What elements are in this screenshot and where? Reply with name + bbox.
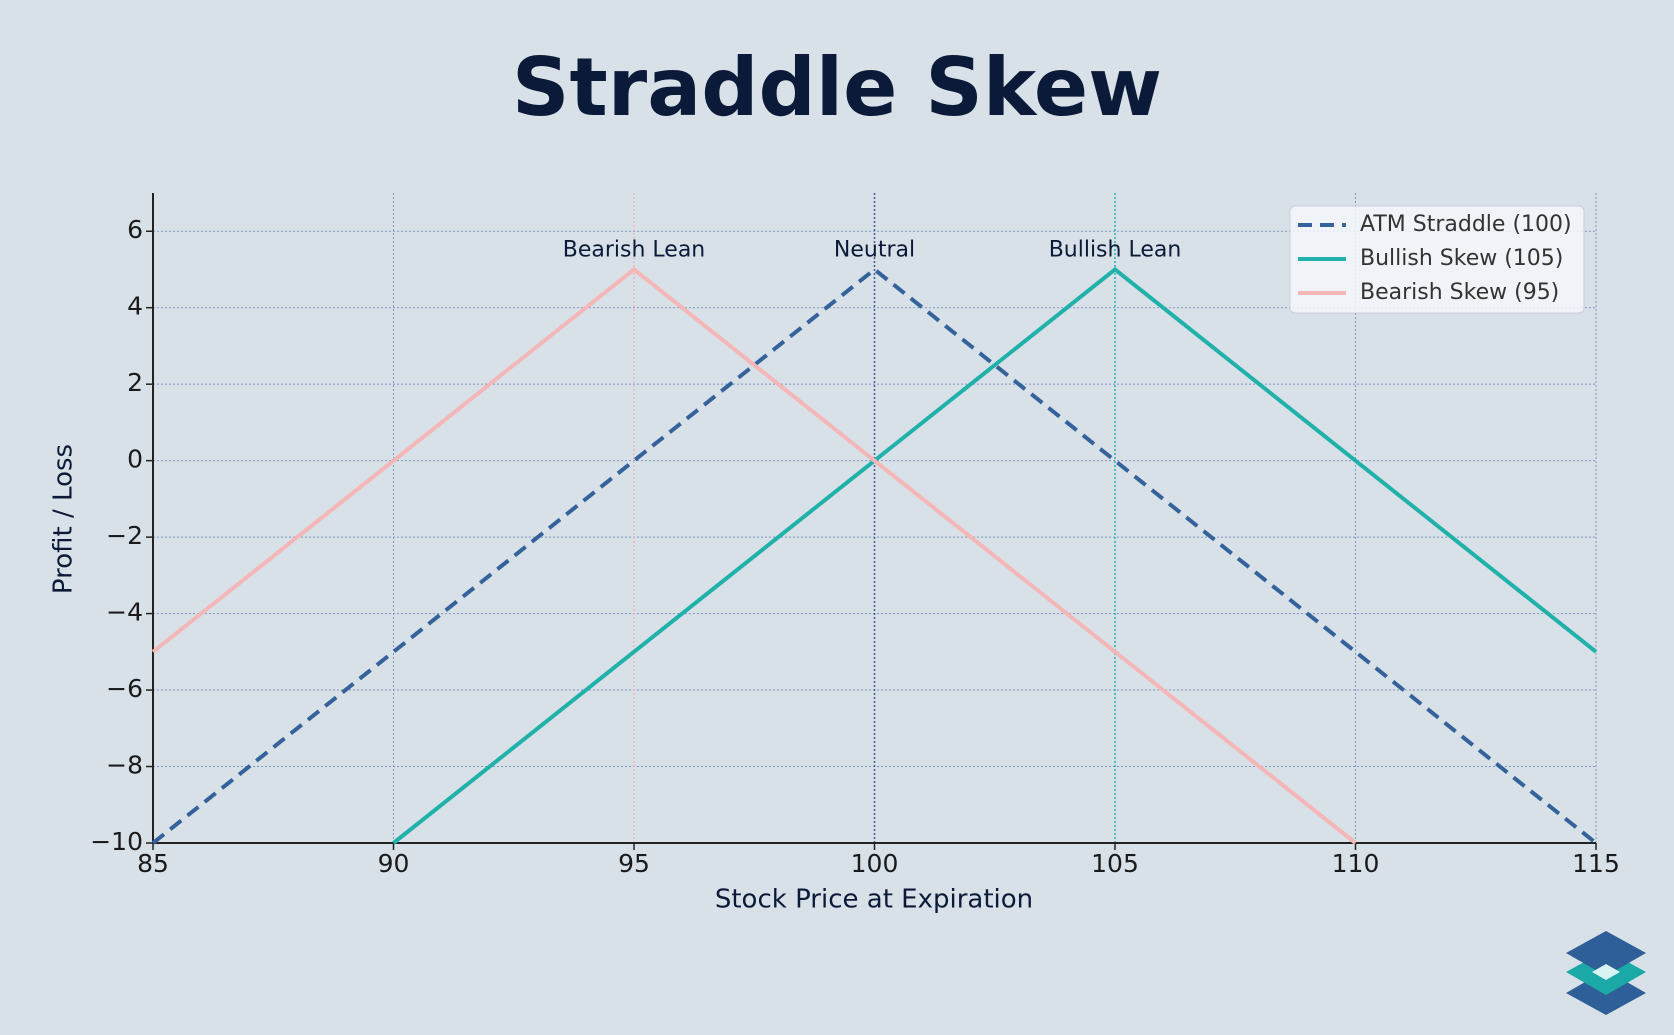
legend-box (1289, 205, 1585, 314)
y-tick-label: 6 (127, 215, 143, 244)
y-tick-label: 0 (127, 445, 143, 474)
y-tick-label: 2 (127, 368, 143, 397)
x-tick-label: 95 (618, 849, 650, 878)
x-tick-label: 100 (851, 849, 899, 878)
y-tick-label: 4 (127, 292, 143, 321)
logo (1566, 931, 1646, 1015)
legend: ATM Straddle (100) Bullish Skew (105) Bear… (1289, 205, 1585, 314)
legend-label: Bearish Skew (95) (1360, 280, 1559, 305)
legend-label: ATM Straddle (100) (1360, 212, 1572, 237)
y-axis-label: Profit / Loss (49, 444, 79, 594)
y-tick-label: −2 (106, 521, 143, 550)
series-line (392, 266, 1598, 845)
y-tick-label: −8 (106, 751, 143, 780)
chart-title: Straddle Skew (512, 41, 1162, 134)
x-tick-label: 90 (378, 849, 410, 878)
annotation-label: Bullish Lean (1049, 237, 1182, 262)
x-tick-label: 105 (1091, 849, 1139, 878)
annotation-label: Bearish Lean (563, 237, 706, 262)
x-tick-label: 85 (137, 849, 169, 878)
y-tick-label: −10 (90, 827, 143, 856)
annotation-label: Neutral (834, 237, 915, 262)
y-tick-label: −4 (106, 598, 143, 627)
x-tick-label: 110 (1332, 849, 1380, 878)
x-axis-label: Stock Price at Expiration (715, 885, 1033, 915)
legend-label: Bullish Skew (105) (1360, 246, 1563, 271)
x-tick-label: 115 (1572, 849, 1620, 878)
y-tick-label: −6 (106, 674, 143, 703)
series-line (151, 266, 1357, 845)
